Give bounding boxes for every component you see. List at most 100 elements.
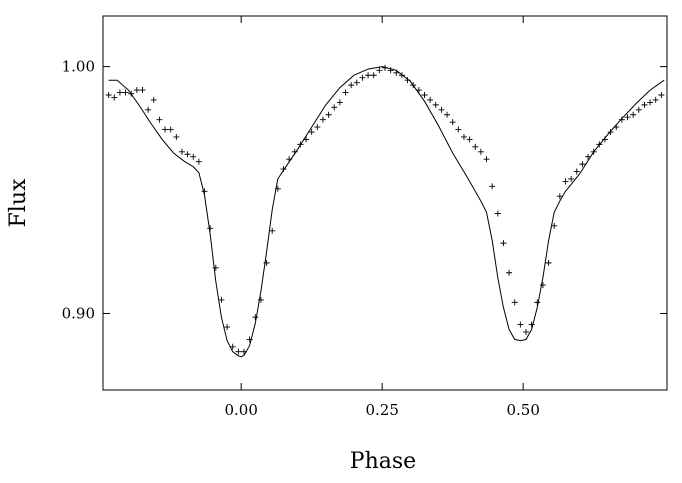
data-point	[460, 133, 467, 140]
data-point	[365, 72, 372, 79]
data-point	[568, 175, 575, 182]
data-point	[438, 106, 445, 113]
data-point	[489, 183, 496, 190]
model-curve-line	[108, 66, 665, 358]
data-point	[319, 116, 326, 123]
data-point	[331, 104, 338, 111]
data-point	[105, 91, 112, 98]
data-point	[286, 156, 293, 163]
data-point	[556, 193, 563, 200]
data-point	[382, 64, 388, 71]
data-point	[291, 148, 298, 155]
data-point	[128, 90, 135, 97]
data-point	[539, 282, 546, 289]
data-point	[201, 188, 208, 195]
data-point	[336, 99, 343, 106]
data-point	[624, 114, 631, 121]
x-tick-label: 0.25	[365, 401, 398, 419]
data-point	[500, 240, 507, 247]
data-point	[263, 259, 270, 266]
data-point	[167, 126, 174, 133]
data-point	[274, 185, 281, 192]
data-point	[427, 96, 434, 103]
x-axis-ticks: 0.00 0.25 0.50	[224, 16, 540, 419]
data-point	[348, 82, 355, 89]
data-point	[579, 161, 586, 168]
data-point	[517, 321, 524, 328]
data-point	[596, 141, 603, 148]
data-point	[241, 348, 247, 355]
data-point	[404, 77, 411, 84]
data-point	[257, 296, 264, 303]
data-point	[528, 321, 535, 328]
data-point	[506, 269, 513, 276]
y-tick-label: 0.90	[62, 304, 95, 322]
data-point	[444, 111, 451, 118]
x-tick-label: 0.50	[506, 401, 539, 419]
data-point	[652, 96, 659, 103]
data-point	[370, 72, 377, 79]
data-point	[269, 227, 276, 234]
data-point	[573, 168, 580, 175]
data-point	[562, 178, 569, 185]
data-point	[195, 158, 202, 165]
data-point	[342, 89, 349, 96]
observation-points	[105, 64, 665, 355]
data-point	[133, 87, 140, 94]
data-point	[162, 126, 169, 133]
data-point	[190, 153, 197, 160]
data-point	[359, 74, 366, 81]
data-point	[122, 89, 129, 96]
data-point	[314, 124, 321, 131]
data-point	[449, 119, 456, 126]
data-point	[150, 96, 157, 103]
y-axis-label: Flux	[6, 178, 31, 227]
x-axis-label: Phase	[350, 449, 416, 474]
data-point	[325, 111, 332, 118]
data-point	[618, 116, 625, 123]
data-point	[432, 101, 439, 108]
data-point	[410, 82, 417, 89]
data-point	[601, 136, 608, 143]
data-point	[523, 328, 529, 335]
data-point	[212, 264, 219, 271]
data-point	[246, 336, 253, 343]
data-point	[398, 72, 405, 79]
data-point	[590, 148, 597, 155]
plot-frame	[102, 15, 668, 391]
data-point	[472, 143, 479, 150]
data-point	[184, 151, 191, 158]
data-point	[511, 299, 518, 306]
data-point	[252, 314, 259, 321]
data-point	[635, 106, 642, 113]
data-point	[308, 129, 315, 136]
data-point	[156, 116, 163, 123]
data-point	[353, 79, 360, 86]
data-point	[585, 153, 592, 160]
data-point	[229, 343, 236, 350]
data-point	[455, 126, 462, 133]
data-point	[545, 259, 552, 266]
data-point	[145, 106, 152, 113]
data-point	[551, 222, 558, 229]
data-point	[139, 87, 146, 94]
x-tick-label: 0.00	[224, 401, 257, 419]
data-point	[116, 89, 123, 96]
data-point	[647, 99, 654, 106]
data-point	[111, 94, 118, 101]
data-point	[178, 148, 185, 155]
data-point	[483, 156, 490, 163]
data-point	[297, 141, 304, 148]
data-point	[224, 324, 231, 331]
data-point	[658, 91, 665, 98]
data-point	[534, 299, 541, 306]
data-point	[173, 133, 180, 140]
data-point	[466, 136, 473, 143]
data-point	[207, 225, 214, 232]
data-point	[477, 148, 484, 155]
data-point	[641, 101, 648, 108]
data-point	[421, 91, 428, 98]
data-point	[376, 67, 383, 74]
data-point	[494, 210, 501, 217]
